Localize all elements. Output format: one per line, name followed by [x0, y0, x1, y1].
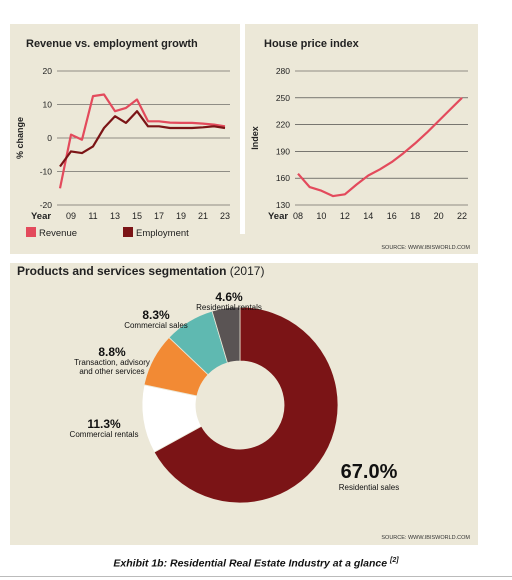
- legend-revenue-label: Revenue: [39, 228, 77, 239]
- segment-value-label: 8.3%: [142, 308, 170, 322]
- house-price-y-tick-label: 160: [276, 173, 290, 183]
- segmentation-title-text: Products and services segmentation: [17, 264, 226, 278]
- revenue-employment-series-line-1: [59, 110, 226, 168]
- house-price-ylabel: Index: [250, 126, 260, 150]
- house-price-x-tick-label: 12: [340, 211, 350, 221]
- segment-name-label: Commercial sales: [124, 321, 188, 330]
- source-top: SOURCE: WWW.IBISWORLD.COM: [381, 245, 470, 251]
- house-price-x-tick-label: 16: [387, 211, 397, 221]
- revenue-employment-series-line-0: [58, 93, 226, 189]
- revenue-employment-x-ticks: 09 11 13 15 17 19 21 23: [66, 211, 230, 221]
- house-price-gridlines: [295, 70, 468, 206]
- segment-name-label: Transaction, advisory: [74, 358, 150, 367]
- revenue-employment-x-tick-label: 13: [110, 211, 120, 221]
- segment-name-label: and other services: [79, 367, 144, 376]
- house-price-x-tick-label: 18: [410, 211, 420, 221]
- house-price-x-tick-label: 14: [363, 211, 373, 221]
- house-price-y-tick-label: 280: [276, 66, 290, 76]
- segment-value-label: 67.0%: [341, 461, 398, 483]
- revenue-employment-y-tick-label: 10: [43, 100, 53, 110]
- legend-revenue-swatch: [26, 227, 36, 237]
- segment-name-label: Residential sales: [339, 483, 399, 492]
- segmentation-donut: [141, 306, 339, 504]
- exhibit-caption: Exhibit 1b: Residential Real Estate Indu…: [0, 557, 512, 570]
- house-price-y-tick-label: 190: [276, 146, 290, 156]
- panel-gap: [240, 24, 245, 234]
- revenue-employment-y-tick-label: 0: [47, 133, 52, 143]
- legend-employment-swatch: [123, 227, 133, 237]
- house-price-y-ticks: 280 250 220 190 160 130: [276, 66, 290, 210]
- revenue-employment-x-tick-label: 23: [220, 211, 230, 221]
- house-price-y-tick-label: 250: [276, 93, 290, 103]
- segment-value-label: 8.8%: [98, 345, 126, 359]
- house-price-y-tick-label: 220: [276, 120, 290, 130]
- revenue-employment-y-tick-label: -20: [40, 200, 53, 210]
- house-price-xlabel: Year: [268, 211, 288, 222]
- revenue-employment-title: Revenue vs. employment growth: [26, 38, 198, 50]
- legend-employment-label: Employment: [136, 228, 189, 239]
- revenue-employment-x-tick-label: 21: [198, 211, 208, 221]
- source-bottom: SOURCE: WWW.IBISWORLD.COM: [381, 535, 470, 541]
- revenue-employment-x-tick-label: 17: [154, 211, 164, 221]
- revenue-employment-gridlines: [57, 70, 230, 206]
- house-price-x-tick-label: 22: [457, 211, 467, 221]
- segmentation-labels: 67.0%Residential sales 11.3%Commercial re…: [70, 290, 400, 492]
- revenue-employment-y-tick-label: -10: [40, 167, 53, 177]
- house-price-title: House price index: [264, 38, 360, 50]
- revenue-employment-y-ticks: 20 10 0 -10 -20: [40, 66, 53, 210]
- house-price-x-tick-label: 20: [434, 211, 444, 221]
- house-price-x-ticks: 08 10 12 14 16 18 20 22: [293, 211, 467, 221]
- segmentation-title-year: (2017): [230, 264, 265, 278]
- segment-value-label: 4.6%: [215, 290, 243, 304]
- house-price-x-tick-label: 08: [293, 211, 303, 221]
- house-price-series-line-0: [297, 97, 463, 198]
- panel-divider: [10, 254, 478, 263]
- revenue-employment-y-tick-label: 20: [43, 66, 53, 76]
- segmentation-title: Products and services segmentation (2017…: [17, 264, 264, 278]
- revenue-employment-x-tick-label: 09: [66, 211, 76, 221]
- revenue-employment-x-tick-label: 15: [132, 211, 142, 221]
- revenue-employment-x-tick-label: 11: [88, 211, 97, 221]
- revenue-employment-xlabel: Year: [31, 211, 51, 222]
- segment-name-label: Residential rentals: [196, 303, 262, 312]
- caption-ref: [2]: [390, 557, 399, 564]
- bottom-rule: [0, 576, 512, 577]
- house-price-x-tick-label: 10: [316, 211, 326, 221]
- revenue-employment-series: [58, 93, 226, 189]
- revenue-employment-ylabel: % change: [15, 117, 25, 159]
- donut-hole: [196, 361, 284, 449]
- segment-name-label: Commercial rentals: [70, 430, 139, 439]
- revenue-employment-x-tick-label: 19: [176, 211, 186, 221]
- house-price-y-tick-label: 130: [276, 200, 290, 210]
- house-price-series: [297, 97, 463, 198]
- caption-text: Exhibit 1b: Residential Real Estate Indu…: [113, 557, 388, 570]
- segment-value-label: 11.3%: [87, 417, 121, 431]
